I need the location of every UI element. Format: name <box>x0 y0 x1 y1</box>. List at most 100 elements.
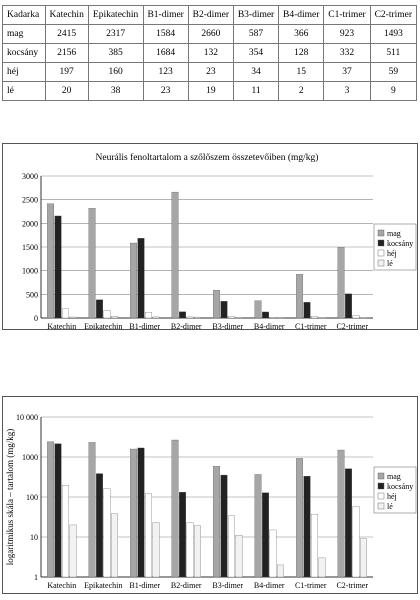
legend-label-mag: mag <box>387 229 401 238</box>
bar-hej-c2-trimer <box>352 506 360 578</box>
legend-swatch-hej <box>377 249 385 257</box>
log-bar-chart-svg: logaritmikus skála – tartalom (mg/kg) 1 10… <box>5 413 417 590</box>
linear-bar-chart: Neurális fenoltartalom a szőlőszem össze… <box>2 143 418 330</box>
table-cell: 2415 <box>44 24 89 44</box>
bar-le-c2-trimer <box>359 538 367 578</box>
table-cell: 2660 <box>187 24 234 44</box>
bar-le-epikatechin <box>110 316 118 319</box>
bar-mag-c2-trimer <box>337 247 345 319</box>
y-tick-label: 3000 <box>22 172 38 181</box>
table-cell: 20 <box>44 81 89 101</box>
table-row: mag 2415 2317 1584 2660 587 366 923 1493 <box>2 24 418 44</box>
legend-swatch-kocsany <box>377 239 385 247</box>
bar-mag-katechin <box>47 441 55 578</box>
bar-kocsany-b1-dimer <box>137 238 145 319</box>
table-cell: kocsány <box>2 43 46 63</box>
bar-mag-b4-dimer <box>254 300 262 319</box>
table-row: lé 20 38 23 19 11 2 3 9 <box>2 81 418 101</box>
table-cell: 385 <box>87 43 144 63</box>
bar-hej-c1-trimer <box>311 514 318 578</box>
table-cell: 2 <box>278 81 325 101</box>
x-tick-label: B4-dimer <box>254 322 285 329</box>
table-cell: 332 <box>323 43 371 63</box>
bar-mag-b4-dimer <box>254 474 262 578</box>
table-cell: 197 <box>44 62 89 82</box>
table-cell: 9 <box>369 81 418 101</box>
table-cell: 128 <box>278 43 325 63</box>
bar-mag-b1-dimer <box>130 242 138 319</box>
bar-hej-c2-trimer <box>352 315 360 319</box>
x-tick-label: C2-trimer <box>336 581 368 590</box>
bar-mag-c1-trimer <box>296 458 304 578</box>
bar-kocsany-b3-dimer <box>220 474 228 578</box>
bar-kocsany-b2-dimer <box>179 311 186 319</box>
y-tick-label: 500 <box>26 290 38 299</box>
bar-hej-epikatechin <box>103 310 111 319</box>
table-row: kocsány 2156 385 1684 132 354 128 332 51… <box>2 43 418 63</box>
bar-kocsany-epikatechin <box>96 299 103 319</box>
bar-kocsany-b2-dimer <box>179 492 186 578</box>
table-cell: lé <box>2 81 46 101</box>
bar-hej-katechin <box>62 485 69 578</box>
table-cell: 366 <box>278 24 325 44</box>
bar-hej-c1-trimer <box>311 316 318 319</box>
bar-hej-b2-dimer <box>186 522 194 578</box>
table-header-cell: C2-trimer <box>369 5 418 25</box>
bar-le-b2-dimer <box>193 316 201 319</box>
bar-le-b2-dimer <box>193 525 201 578</box>
bar-kocsany-katechin <box>54 443 62 578</box>
legend-label-le: lé <box>387 259 393 268</box>
y-tick-label: 10 000 <box>16 413 38 422</box>
bar-le-b1-dimer <box>152 316 160 319</box>
bar-mag-c2-trimer <box>337 449 345 578</box>
bar-hej-b3-dimer <box>228 515 235 578</box>
bar-hej-b4-dimer <box>269 317 277 319</box>
table-cell: 15 <box>278 62 325 82</box>
bar-mag-c1-trimer <box>296 274 304 319</box>
bar-kocsany-c1-trimer <box>303 476 311 578</box>
legend-label-le: lé <box>387 502 393 511</box>
bar-mag-b2-dimer <box>171 191 179 319</box>
bar-mag-b3-dimer <box>213 466 221 578</box>
table-cell: 354 <box>232 43 280 63</box>
x-tick-label: B1-dimer <box>129 581 160 590</box>
table-cell: 38 <box>87 81 144 101</box>
table-header-cell: Katechin <box>44 5 89 25</box>
bar-kocsany-c1-trimer <box>303 302 311 319</box>
bar-le-katechin <box>69 524 77 578</box>
bar-kocsany-c2-trimer <box>345 468 352 578</box>
bar-mag-epikatechin <box>88 208 96 319</box>
table-cell: 23 <box>142 81 189 101</box>
bar-kocsany-b3-dimer <box>220 301 228 319</box>
y-tick-label: 1000 <box>22 453 38 462</box>
table-cell: 2317 <box>87 24 144 44</box>
bar-le-b3-dimer <box>235 317 243 319</box>
x-tick-label: C2-trimer <box>336 322 368 329</box>
bar-hej-b1-dimer <box>145 493 152 578</box>
bar-mag-epikatechin <box>88 442 96 578</box>
y-tick-label: 2500 <box>22 196 38 205</box>
legend-swatch-mag <box>377 472 385 480</box>
y-tick-label: 100 <box>26 493 38 502</box>
table-cell: 923 <box>323 24 371 44</box>
table-cell: 511 <box>369 43 418 63</box>
x-tick-label: B1-dimer <box>129 322 160 329</box>
table-cell: 123 <box>142 62 189 82</box>
x-tick-label: B3-dimer <box>212 322 243 329</box>
bar-hej-b3-dimer <box>228 316 235 319</box>
x-tick-label: Katechin <box>47 581 76 590</box>
log-bar-chart: logaritmikus skála – tartalom (mg/kg) 1 10… <box>2 396 418 594</box>
bar-kocsany-epikatechin <box>96 473 103 578</box>
table-cell: 23 <box>187 62 234 82</box>
legend-swatch-hej <box>377 492 385 500</box>
x-tick-label: Katechin <box>47 322 76 329</box>
table-cell: 1493 <box>369 24 418 44</box>
x-tick-label: Epikatechin <box>84 581 122 590</box>
legend-label-hej: héj <box>387 249 397 258</box>
bar-kocsany-b1-dimer <box>137 447 145 578</box>
table-header-cell: C1-trimer <box>323 5 371 25</box>
bar-le-c1-trimer <box>318 557 326 578</box>
bar-hej-katechin <box>62 308 69 319</box>
table-cell: 160 <box>87 62 144 82</box>
legend-swatch-mag <box>377 229 385 237</box>
